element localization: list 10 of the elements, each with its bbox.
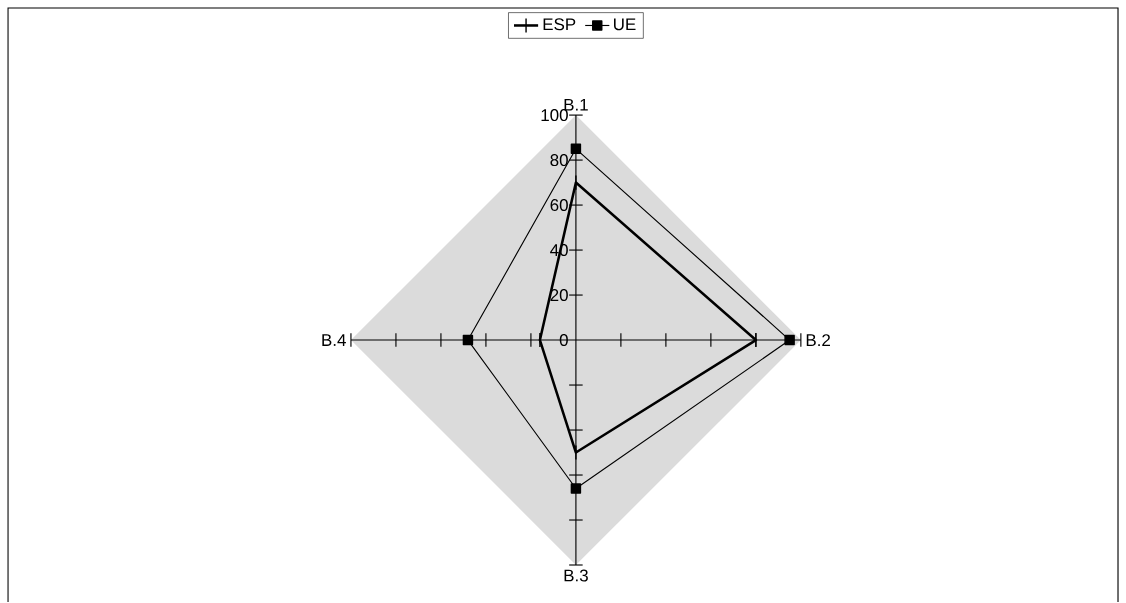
legend-label: UE — [614, 18, 636, 31]
y-tick-label: 80 — [550, 154, 568, 167]
y-tick-label: 100 — [541, 109, 568, 122]
y-tick-label: 0 — [559, 334, 568, 347]
spoke-label: B.4 — [322, 334, 346, 347]
spoke-label: B.3 — [564, 569, 588, 582]
legend-label: ESP — [543, 18, 576, 31]
y-tick-label: 60 — [550, 199, 568, 212]
spoke-label: B.2 — [806, 334, 830, 347]
spoke-label: B.1 — [564, 99, 588, 111]
